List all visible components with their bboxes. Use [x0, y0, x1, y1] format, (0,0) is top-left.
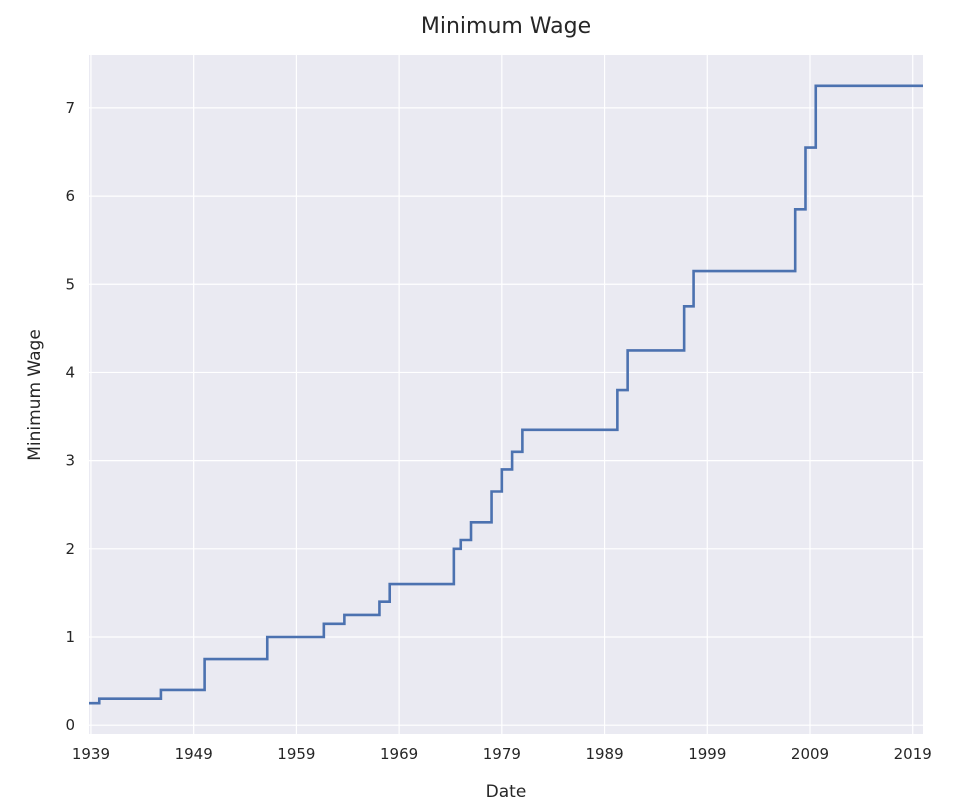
grid-lines: [89, 55, 923, 734]
x-tick-label: 1969: [380, 745, 418, 763]
x-tick-label: 1989: [585, 745, 623, 763]
y-tick-label: 5: [65, 275, 75, 293]
x-axis-label: Date: [486, 782, 527, 802]
x-tick-label: 2019: [894, 745, 932, 763]
x-tick-labels: 1939 1949 1959 1969 1979 1989 1999 2009 2019: [72, 745, 932, 763]
x-tick-label: 1959: [277, 745, 315, 763]
y-tick-label: 2: [65, 540, 75, 558]
x-tick-label: 1979: [483, 745, 521, 763]
plot-background: [89, 55, 923, 734]
y-tick-label: 3: [65, 452, 75, 470]
x-tick-label: 1999: [688, 745, 726, 763]
x-tick-label: 2009: [791, 745, 829, 763]
x-tick-label: 1939: [72, 745, 110, 763]
y-axis-label: Minimum Wage: [25, 329, 45, 461]
y-tick-label: 7: [65, 99, 75, 117]
y-tick-label: 0: [65, 716, 75, 734]
x-tick-label: 1949: [175, 745, 213, 763]
series-line: [89, 84, 923, 705]
y-tick-label: 1: [65, 628, 75, 646]
y-tick-label: 4: [65, 363, 75, 381]
chart-title: Minimum Wage: [421, 14, 591, 39]
series-layer: [89, 84, 923, 705]
y-tick-label: 6: [65, 187, 75, 205]
y-tick-labels: 0 1 2 3 4 5 6 7: [65, 99, 75, 734]
